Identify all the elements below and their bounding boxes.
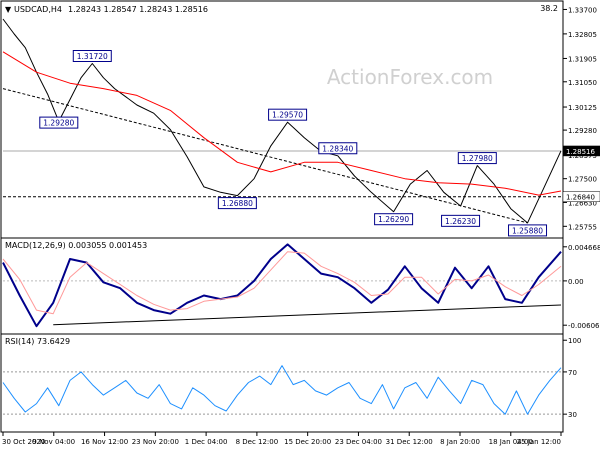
macd-panel-frame (0, 237, 564, 335)
price-annotation-box-3 (318, 142, 358, 155)
price-panel: 1.33700 1.32805 1.31905 1.31050 1.30125 1.292… (2, 6, 600, 237)
watermark: ActionForex.com (327, 65, 493, 89)
price-annotation-box-8 (508, 224, 548, 237)
rsi-y-tick-label: 100 (568, 337, 581, 345)
x-tick-label: 18 Jan 04:00 (489, 438, 533, 446)
x-tick-label: 1 Dec 04:00 (185, 438, 228, 446)
price-annotation-7: 1.26230 (445, 217, 476, 226)
price-annotation-box-0 (72, 50, 112, 63)
macd-y-tick-label: -0.006068 (568, 322, 600, 330)
price-hline-tag-1 (562, 191, 600, 202)
price-annotation-3: 1.28340 (322, 144, 353, 153)
macd-panel-title: MACD(12,26,9) 0.003055 0.001453 (5, 241, 147, 250)
price-annotation-box-2 (268, 108, 308, 121)
rsi-series-rsi (2, 365, 562, 415)
x-tick-label: 31 Dec 12:00 (386, 438, 433, 446)
x-tick-label: 30 Oct 2020 (2, 438, 45, 446)
x-tick-label: 23 Dec 04:00 (335, 438, 382, 446)
price-annotation-1: 1.29280 (43, 119, 74, 128)
rsi-y-tick-label: 70 (568, 369, 577, 377)
price-annotation-5: 1.27980 (462, 154, 493, 163)
price-hline-label-1: 1.26840 (566, 194, 595, 202)
x-tick-label: 23 Nov 20:00 (132, 438, 179, 446)
header-ohlc: 1.28243 1.28547 1.28243 1.28516 (68, 5, 208, 14)
price-annotation-box-1 (39, 116, 79, 129)
price-annotation-2: 1.29570 (272, 111, 303, 120)
macd-series-signal (2, 251, 562, 315)
price-y-tick-label: 1.30125 (568, 104, 597, 112)
header-symbol: USDCAD,H4 (14, 5, 62, 14)
price-annotation-box-4 (217, 197, 257, 210)
price-hline-tag-0 (562, 145, 600, 157)
price-y-tick-label: 1.25755 (568, 223, 597, 231)
price-annotation-4: 1.26880 (222, 199, 253, 208)
price-y-tick-label: 1.26630 (568, 199, 597, 207)
macd-y-tick-label: 0.00 (568, 278, 584, 286)
x-tick-label: 15 Dec 20:00 (284, 438, 331, 446)
macd-series-macd (2, 243, 562, 328)
price-annotation-0: 1.31720 (77, 52, 108, 61)
x-tick-label: 8 Jan 20:00 (440, 438, 480, 446)
price-y-tick-label: 1.31905 (568, 55, 597, 63)
x-tick-label: 16 Nov 12:00 (81, 438, 128, 446)
price-y-tick-label: 1.33700 (568, 6, 597, 14)
price-y-tick-label: 1.29280 (568, 127, 597, 135)
price-annotation-6: 1.26290 (378, 215, 409, 224)
price-y-tick-label: 1.32805 (568, 31, 597, 39)
rsi-panel-frame (0, 333, 564, 433)
price-series-ma (2, 51, 562, 196)
price-annotation-box-6 (374, 213, 414, 226)
rsi-panel: 100 70 30 RSI(14) 73.6429 (2, 337, 581, 419)
header-symbol-arrow: ▼ (5, 5, 12, 14)
price-annotation-box-5 (457, 152, 497, 165)
price-series-price (2, 18, 562, 224)
price-y-tick-label: 1.31050 (568, 79, 597, 87)
x-tick-label: 25 Jan 12:00 (517, 438, 561, 446)
header-corner-value: 38.2 (540, 4, 558, 13)
price-annotation-8: 1.25880 (512, 226, 543, 235)
rsi-panel-title: RSI(14) 73.6429 (5, 337, 70, 346)
price-y-tick-label: 1.27500 (568, 176, 597, 184)
x-tick-label: 8 Dec 12:00 (236, 438, 279, 446)
x-tick-label: 9 Nov 04:00 (32, 438, 75, 446)
macd-panel: 0.004668 0.00 -0.006068 MACD(12,26,9) 0.003… (2, 241, 600, 330)
price-annotation-box-7 (441, 214, 481, 227)
macd-trendline (53, 304, 562, 326)
rsi-y-tick-label: 30 (568, 411, 577, 419)
macd-y-tick-label: 0.004668 (568, 244, 600, 252)
price-hline-label-0: 1.28516 (566, 148, 595, 156)
